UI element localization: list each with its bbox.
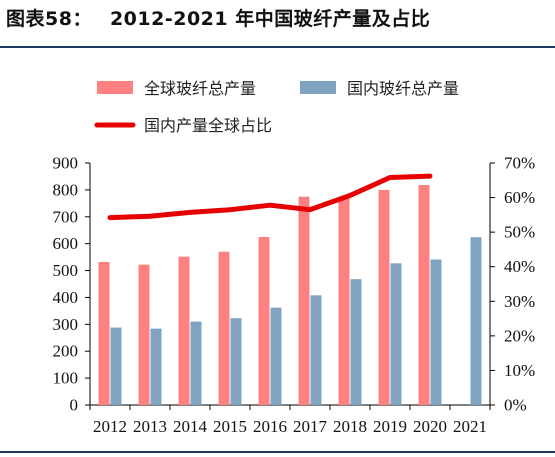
- x-tick-label: 2015: [213, 417, 247, 436]
- y-right-tick-label: 40%: [504, 257, 535, 276]
- x-tick-label: 2013: [133, 417, 167, 436]
- x-tick-label: 2017: [293, 417, 328, 436]
- title-divider: [0, 46, 555, 48]
- bar: [230, 318, 242, 405]
- y-right-tick-label: 30%: [504, 292, 535, 311]
- y-left-tick-label: 200: [53, 342, 79, 361]
- y-left-tick-label: 900: [53, 154, 79, 173]
- bar: [258, 236, 270, 405]
- figure-title-text: 2012-2021 年中国玻纤产量及占比: [109, 8, 431, 30]
- y-right-tick-label: 20%: [504, 326, 535, 345]
- y-left-tick-label: 500: [53, 261, 79, 280]
- bar: [338, 197, 350, 405]
- bar: [98, 261, 110, 405]
- y-right-tick-label: 60%: [504, 188, 535, 207]
- bar: [110, 327, 122, 405]
- y-right-tick-label: 70%: [504, 154, 535, 173]
- plot-area: 0 100 200 300 400 500 600 700 800 900 0% 10% 20% 30% 4…: [53, 154, 536, 437]
- x-tick-label: 2019: [373, 417, 407, 436]
- legend-label: 国内玻纤总产量: [347, 79, 459, 98]
- x-tick-label: 2018: [333, 417, 367, 436]
- series-line: [107, 173, 433, 221]
- bar: [178, 256, 190, 405]
- x-tick-label: 2012: [93, 417, 127, 436]
- legend-swatch: [300, 81, 336, 94]
- y-left-tick-label: 300: [53, 315, 79, 334]
- bar: [218, 251, 230, 405]
- bar: [190, 321, 202, 405]
- legend-label: 国内产量全球占比: [144, 116, 272, 135]
- legend-swatch: [97, 81, 133, 94]
- bar: [350, 279, 362, 405]
- y-left-tick-label: 700: [53, 207, 79, 226]
- legend-label: 全球玻纤总产量: [144, 79, 256, 98]
- x-tick-label: 2016: [253, 417, 287, 436]
- bar: [470, 237, 482, 405]
- y-left-tick-label: 800: [53, 180, 79, 199]
- y-left-tick-label: 0: [70, 396, 79, 415]
- y-left-tick-label: 600: [53, 234, 79, 253]
- bar: [418, 185, 430, 405]
- x-tick-label: 2014: [173, 417, 208, 436]
- bar: [430, 259, 442, 405]
- x-tick-label: 2021: [453, 417, 487, 436]
- bar: [270, 307, 282, 405]
- bar: [378, 189, 390, 405]
- bottom-divider: [0, 451, 555, 453]
- bar: [138, 264, 150, 405]
- figure-number: 图表58：: [6, 8, 92, 30]
- bar: [150, 328, 162, 405]
- y-left-tick-label: 100: [53, 369, 79, 388]
- y-right-tick-label: 10%: [504, 361, 535, 380]
- figure-title: 图表58： 2012-2021 年中国玻纤产量及占比: [6, 4, 430, 31]
- x-tick-label: 2020: [413, 417, 447, 436]
- y-left-tick-label: 400: [53, 288, 79, 307]
- bar: [390, 263, 402, 405]
- bar: [298, 196, 310, 405]
- bar: [310, 295, 322, 405]
- y-right-tick-label: 0%: [504, 396, 527, 415]
- y-right-tick-label: 50%: [504, 223, 535, 242]
